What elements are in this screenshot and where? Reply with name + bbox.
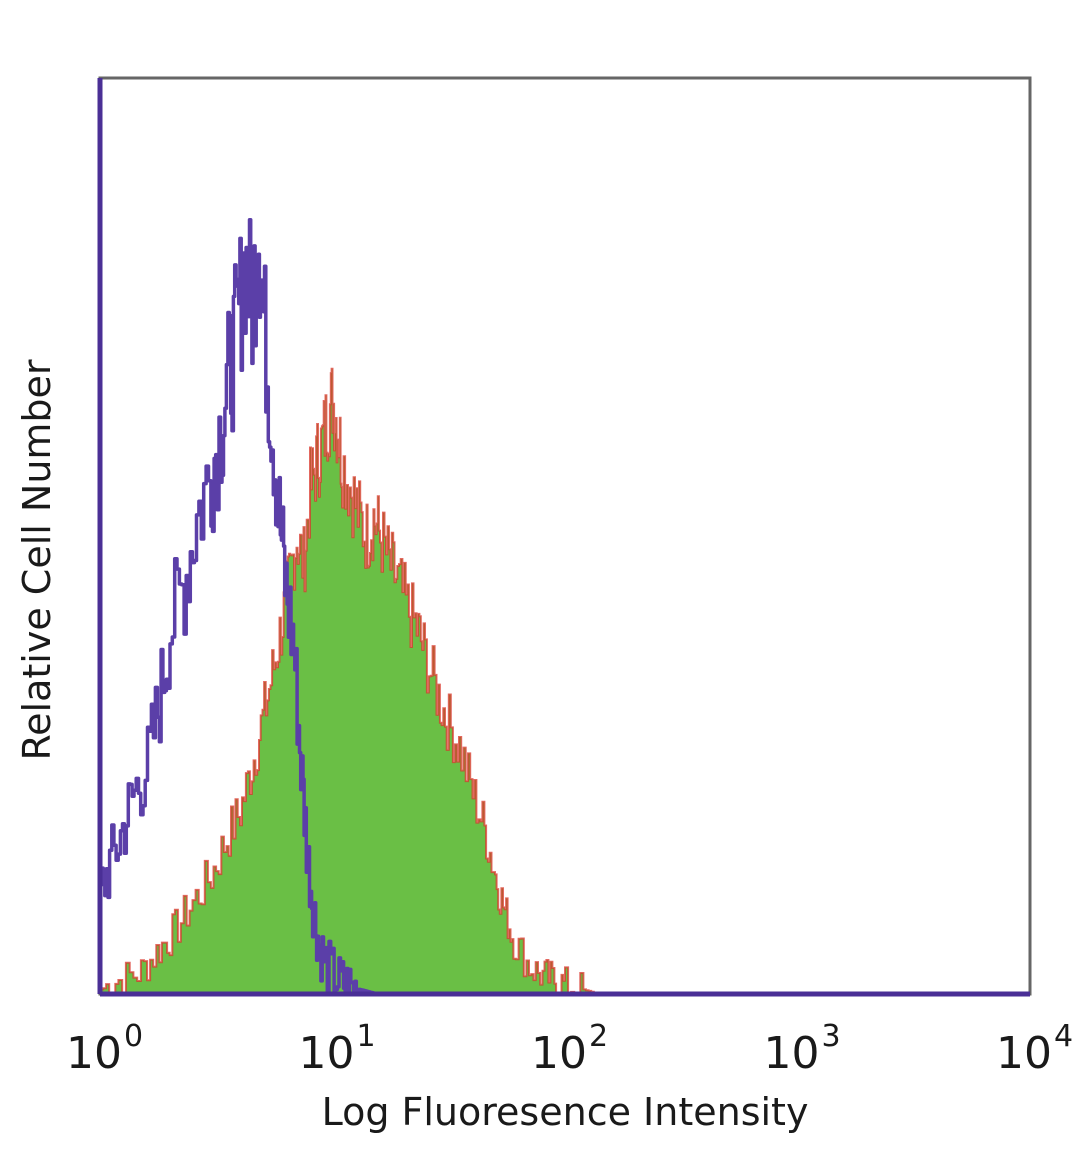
y-axis-title: Relative Cell Number bbox=[15, 359, 59, 760]
x-tick-base: 10 bbox=[66, 1028, 122, 1079]
outline-histogram-line bbox=[99, 218, 379, 996]
x-tick-exponent: 3 bbox=[822, 1019, 841, 1054]
x-tick-base: 10 bbox=[531, 1028, 587, 1079]
x-tick-label: 10 4 bbox=[996, 1019, 1073, 1079]
x-tick-exponent: 4 bbox=[1054, 1019, 1073, 1054]
series-layer bbox=[99, 218, 600, 996]
x-tick-label: 10 2 bbox=[531, 1019, 608, 1079]
x-tick-label: 10 0 bbox=[66, 1019, 143, 1079]
filled-histogram-area bbox=[100, 368, 599, 994]
x-tick-labels: 10 0 10 1 10 2 10 3 10 4 bbox=[66, 1019, 1073, 1079]
x-tick-base: 10 bbox=[996, 1028, 1052, 1079]
x-tick-exponent: 2 bbox=[589, 1019, 608, 1054]
x-axis-title: Log Fluoresence Intensity bbox=[322, 1090, 809, 1134]
x-tick-label: 10 3 bbox=[764, 1019, 841, 1079]
x-tick-exponent: 1 bbox=[357, 1019, 376, 1054]
x-tick-exponent: 0 bbox=[124, 1019, 143, 1054]
x-tick-base: 10 bbox=[299, 1028, 355, 1079]
filled-histogram-edge bbox=[100, 367, 600, 995]
x-tick-base: 10 bbox=[764, 1028, 820, 1079]
x-tick-label: 10 1 bbox=[299, 1019, 376, 1079]
